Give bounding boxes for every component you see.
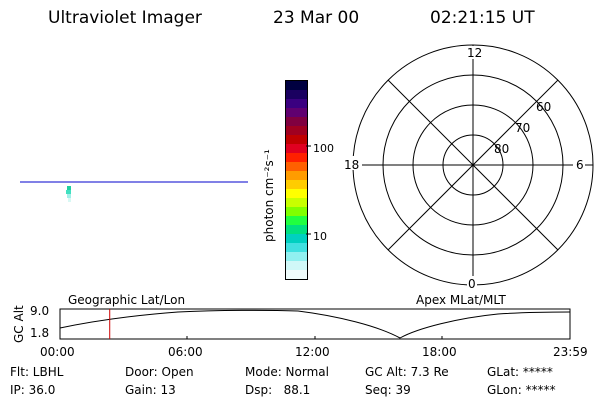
orbit-y-max: 9.0 (30, 304, 50, 318)
orbit-altitude-curve (59, 309, 571, 339)
colorbar-swatch (286, 207, 307, 216)
colorbar-swatch (286, 189, 307, 198)
color-scale-bar (285, 80, 308, 280)
polar-diagonal-2 (387, 79, 559, 251)
colorbar-tick-10: 10 (313, 230, 327, 243)
lat-label-80: 80 (494, 142, 509, 156)
colorbar-swatch (286, 198, 307, 207)
x-tick-0600: 06:00 (168, 345, 203, 359)
colorbar-swatch (286, 144, 307, 153)
x-tick-0000: 00:00 (40, 345, 75, 359)
mlt-label-right: 6 (576, 158, 584, 172)
time-label: 02:21:15 UT (430, 8, 535, 28)
colorbar-swatch (286, 162, 307, 171)
colorbar-swatch (286, 99, 307, 108)
colorbar-swatch (286, 108, 307, 117)
orbit-axis-label: GC Alt (12, 305, 26, 343)
colorbar-swatch (286, 81, 307, 90)
polar-plot: 12 18 6 0 60 70 80 (342, 44, 594, 291)
status-door: Door: Open (125, 365, 194, 379)
status-glat: GLat: ***** (487, 365, 553, 379)
colorbar-tick-100: 100 (313, 142, 334, 155)
status-ip: IP: 36.0 (10, 383, 56, 397)
colorbar-swatch (286, 135, 307, 144)
colorbar-swatch (286, 153, 307, 162)
status-glon: GLon: ***** (487, 383, 556, 397)
geo-latlon-label: Geographic Lat/Lon (68, 293, 186, 307)
status-dsp: Dsp: 88.1 (245, 383, 311, 397)
instrument-title: Ultraviolet Imager (48, 8, 202, 28)
mlt-label-left: 18 (344, 158, 359, 172)
colorbar-swatch (286, 117, 307, 126)
lat-label-70: 70 (515, 121, 530, 135)
status-gain: Gain: 13 (125, 383, 176, 397)
colorbar-swatch (286, 180, 307, 189)
status-gc-alt: GC Alt: 7.3 Re (365, 365, 449, 379)
status-seq: Seq: 39 (365, 383, 411, 397)
colorbar-swatch (286, 243, 307, 252)
colorbar-unit-label: photon cm⁻²s⁻¹ (262, 149, 276, 242)
colorbar-swatch (286, 171, 307, 180)
apex-mlat-mlt-label: Apex MLat/MLT (416, 293, 506, 307)
mlt-label-top: 12 (467, 46, 482, 60)
colorbar-tick-marks (306, 145, 311, 235)
status-mode: Mode: Normal (245, 365, 329, 379)
colorbar-swatch (286, 261, 307, 270)
x-tick-1200: 12:00 (295, 345, 330, 359)
mlt-label-bottom: 0 (468, 277, 476, 291)
date-label: 23 Mar 00 (273, 8, 360, 28)
orbit-y-min: 1.8 (30, 326, 50, 340)
colorbar-swatch (286, 216, 307, 225)
colorbar-swatch (286, 126, 307, 135)
x-tick-1800: 18:00 (422, 345, 457, 359)
orbit-altitude-plot (59, 308, 571, 340)
colorbar-swatch (286, 90, 307, 99)
image-panel (20, 181, 248, 202)
colorbar-swatch (286, 252, 307, 261)
aurora-emission (66, 186, 71, 202)
colorbar-swatch (286, 270, 307, 279)
x-tick-2359: 23:59 (553, 345, 588, 359)
status-filter: Flt: LBHL (10, 365, 64, 379)
colorbar-swatch (286, 225, 307, 234)
colorbar-swatch (286, 234, 307, 243)
lat-label-60: 60 (536, 100, 551, 114)
